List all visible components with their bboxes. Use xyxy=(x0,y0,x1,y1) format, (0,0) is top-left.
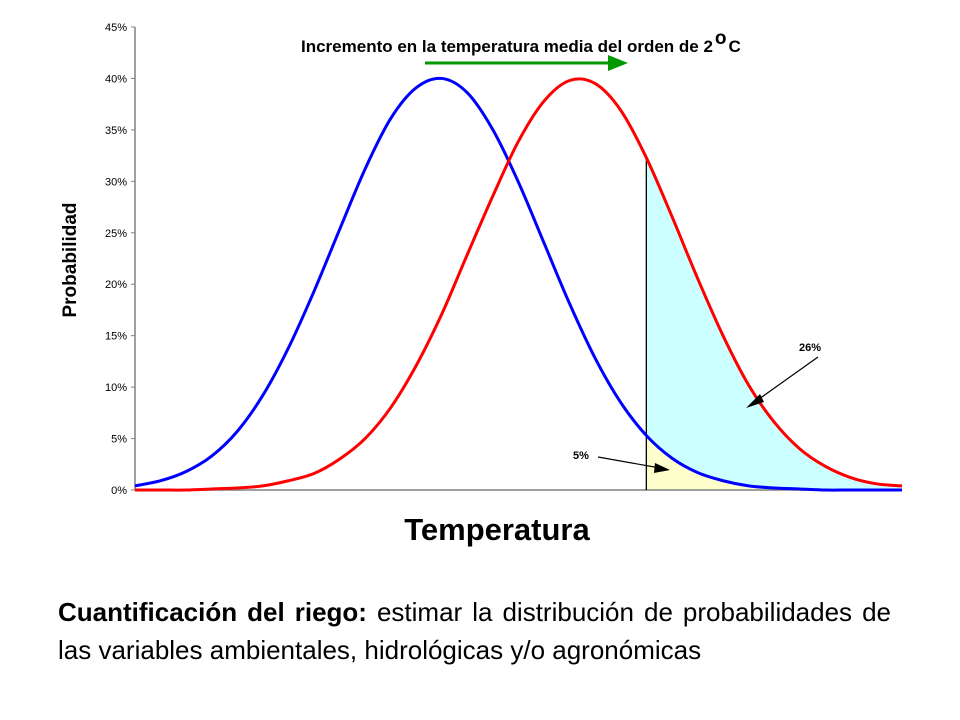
chart-title-degree: o xyxy=(715,28,727,49)
y-tick-label: 35% xyxy=(105,125,127,137)
chart-title-main: Incremento en la temperatura media del o… xyxy=(301,37,713,56)
y-axis-label: Probabilidad xyxy=(60,202,81,317)
y-tick-label: 15% xyxy=(105,331,127,343)
series-line-red xyxy=(135,77,903,492)
label-5-percent: 5% xyxy=(573,450,589,462)
shaded-region-5 xyxy=(646,435,902,490)
y-tick-label: 40% xyxy=(105,73,127,85)
warming-arrow xyxy=(425,55,628,71)
shaded-region-26 xyxy=(646,157,902,490)
y-tick-label: 10% xyxy=(105,382,127,394)
label-26-percent: 26% xyxy=(799,342,821,354)
chart-title: Incremento en la temperatura media del o… xyxy=(301,28,741,56)
caption-text: estimar la distribución de probabilidade… xyxy=(58,597,891,665)
warming-arrow-head xyxy=(608,55,628,71)
pointer-26-percent xyxy=(746,356,819,408)
y-tick-labels: 0% 5% 10% 15% 20% 25% 30% 35% 40% 45% xyxy=(105,22,135,497)
y-tick-label: 30% xyxy=(105,176,127,188)
caption: Cuantificación del riego: estimar la dis… xyxy=(58,593,891,669)
shaded-regions xyxy=(646,157,902,490)
y-tick-label: 45% xyxy=(105,22,127,34)
y-tick-label: 5% xyxy=(111,434,127,446)
y-tick-label: 0% xyxy=(111,485,127,497)
y-tick-label: 20% xyxy=(105,279,127,291)
chart-title-unit: C xyxy=(729,37,741,56)
series-line-blue xyxy=(134,76,902,492)
chart-figure: 0% 5% 10% 15% 20% 25% 30% 35% 40% 45% Probabilida… xyxy=(60,22,903,547)
y-tick-label: 25% xyxy=(105,228,127,240)
curves xyxy=(134,76,903,492)
caption-bold: Cuantificación del riego: xyxy=(58,597,367,627)
pointer-5-percent xyxy=(597,456,670,473)
x-axis-label: Temperatura xyxy=(404,512,590,547)
